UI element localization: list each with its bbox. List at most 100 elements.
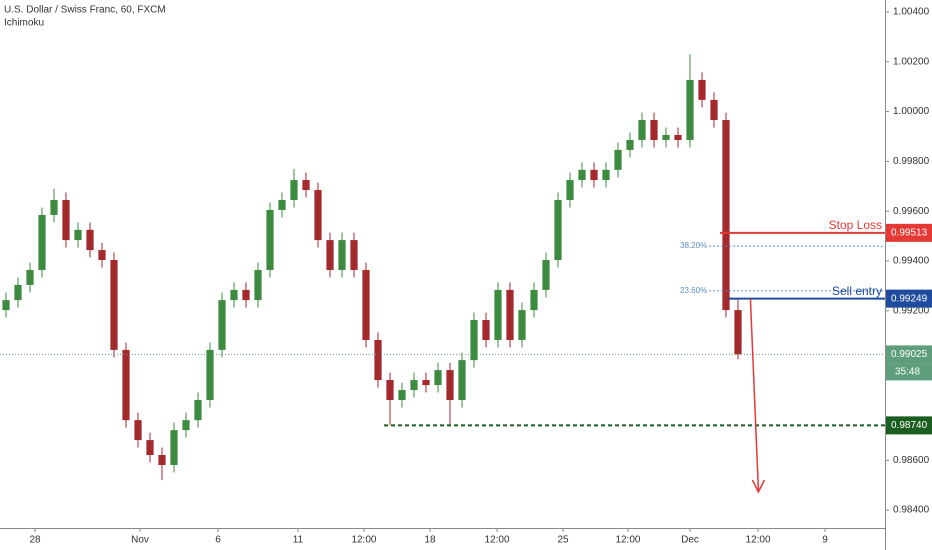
x-tick-label: Nov — [131, 535, 149, 546]
x-tick-label: 28 — [29, 535, 41, 546]
candle-body — [326, 240, 334, 270]
candle-body — [290, 180, 298, 200]
candle-body — [626, 139, 634, 150]
candle-body — [170, 430, 178, 465]
level-price-box — [886, 223, 932, 242]
candle-body — [530, 289, 538, 311]
candle-body — [614, 149, 622, 170]
candle-body — [662, 134, 670, 140]
candle-body — [710, 99, 718, 121]
candle-body — [518, 310, 526, 340]
candle-body — [86, 229, 94, 251]
candle-body — [146, 440, 154, 456]
candle-body — [602, 169, 610, 181]
fib-label: 38.20% — [680, 241, 707, 250]
candle-body — [458, 360, 466, 400]
arrow-shaft — [749, 298, 760, 491]
candle-body — [470, 320, 478, 361]
candle-body — [134, 420, 142, 441]
candle-body — [434, 370, 442, 386]
x-tick-label: 18 — [424, 535, 436, 546]
candle-body — [38, 214, 46, 270]
candle-body — [314, 190, 322, 241]
candle-body — [50, 199, 58, 215]
candle-body — [566, 180, 574, 200]
y-tick-label: 1.00000 — [893, 106, 930, 117]
candle-body — [410, 380, 418, 391]
candle-body — [350, 240, 358, 270]
y-tick-label: 0.99400 — [893, 256, 930, 267]
level-price-label: 0.99513 — [891, 228, 928, 239]
candle-body — [206, 349, 214, 400]
candle-body — [14, 284, 22, 301]
x-tick-label: 9 — [822, 535, 828, 546]
y-tick-label: 0.98600 — [893, 455, 930, 466]
level-label: Sell entry — [832, 284, 882, 298]
candle-body — [386, 380, 394, 400]
candle-body — [578, 169, 586, 181]
candle-body — [650, 120, 658, 140]
candle-body — [2, 300, 10, 311]
candle-body — [422, 380, 430, 386]
candle-body — [74, 229, 82, 241]
chart-title: U.S. Dollar / Swiss Franc, 60, FXCM — [4, 5, 166, 16]
candle-body — [590, 169, 598, 181]
x-tick-label: 25 — [557, 535, 569, 546]
x-tick-label: 12:00 — [351, 535, 376, 546]
arrow-head — [751, 479, 766, 494]
candle-body — [362, 269, 370, 340]
y-tick-label: 0.98400 — [893, 505, 930, 516]
candle-body — [686, 79, 694, 140]
candle-body — [218, 300, 226, 350]
candle-body — [638, 120, 646, 140]
level-price-label: 0.99249 — [891, 293, 928, 304]
y-tick-label: 1.00200 — [893, 56, 930, 67]
y-tick-label: 0.99600 — [893, 206, 930, 217]
candle-body — [254, 269, 262, 301]
candle-body — [722, 120, 730, 311]
x-tick-label: 12:00 — [746, 535, 771, 546]
candle-body — [302, 180, 310, 191]
level-price-box — [886, 289, 932, 308]
last-price-label: 0.99025 — [891, 349, 928, 360]
candle-body — [242, 289, 250, 301]
candle-body — [506, 289, 514, 340]
candle-body — [62, 199, 70, 241]
x-tick-label: Dec — [681, 535, 699, 546]
candle-body — [374, 339, 382, 381]
level-price-label: 0.98740 — [891, 420, 928, 431]
candle-body — [338, 240, 346, 270]
x-tick-label: 6 — [215, 535, 221, 546]
candle-body — [734, 310, 742, 355]
candle-body — [698, 79, 706, 100]
candle-body — [554, 199, 562, 261]
candle-body — [110, 260, 118, 350]
candle-body — [182, 420, 190, 431]
candle-body — [494, 289, 502, 340]
x-tick-label: 12:00 — [615, 535, 640, 546]
x-tick-label: 12:00 — [485, 535, 510, 546]
last-price-box — [886, 345, 932, 364]
x-tick-label: 11 — [293, 535, 304, 546]
y-tick-label: 0.99200 — [893, 305, 930, 316]
candle-body — [122, 349, 130, 421]
candle-body — [266, 209, 274, 270]
candle-body — [446, 370, 454, 400]
fib-label: 23.60% — [680, 286, 707, 295]
candle-body — [230, 289, 238, 301]
level-label: Stop Loss — [829, 218, 882, 232]
y-tick-label: 0.99800 — [893, 156, 930, 167]
candle-body — [398, 390, 406, 400]
y-tick-label: 1.00400 — [893, 7, 930, 18]
candle-body — [158, 455, 166, 465]
candle-body — [482, 320, 490, 340]
level-price-box — [886, 416, 932, 435]
candle-body — [542, 260, 550, 290]
candle-body — [674, 134, 682, 140]
countdown-label: 35:48 — [895, 367, 920, 378]
candle-body — [26, 269, 34, 285]
candle-body — [98, 250, 106, 261]
candle-body — [194, 399, 202, 421]
